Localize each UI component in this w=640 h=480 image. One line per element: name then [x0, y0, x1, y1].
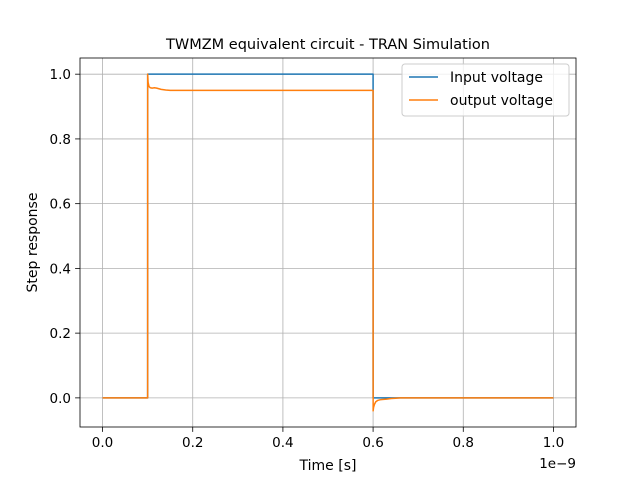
x-axis-offset-label: 1e−9 — [539, 456, 576, 472]
y-tick-label: 0.2 — [50, 326, 71, 342]
legend-label-2: output voltage — [450, 93, 553, 109]
x-axis-label: Time [s] — [299, 458, 357, 474]
legend-label-1: Input voltage — [450, 70, 543, 86]
y-axis-label: Step response — [25, 193, 41, 293]
y-tick-label: 0.6 — [50, 197, 71, 213]
y-tick-label: 0.4 — [50, 261, 71, 277]
series-line-2 — [102, 73, 554, 412]
plot-area-frame — [79, 57, 577, 428]
legend: Input voltage output voltage — [401, 63, 570, 117]
x-tick-label: 0.2 — [182, 435, 203, 451]
legend-box — [401, 63, 570, 117]
series-group — [102, 73, 554, 412]
x-tick-label: 1.0 — [543, 435, 564, 451]
x-tick-label: 0.8 — [453, 435, 474, 451]
x-tick-label: 0.6 — [362, 435, 383, 451]
x-tick-label: 0.4 — [272, 435, 293, 451]
y-tick-label: 0.0 — [50, 391, 71, 407]
axis-ticks: 0.0 0.2 0.4 0.6 0.8 1.0 0.0 0.2 0.4 0.6 0.8 1.0 — [50, 67, 565, 451]
grid-lines — [80, 58, 576, 427]
y-tick-label: 0.8 — [50, 132, 71, 148]
y-tick-label: 1.0 — [50, 67, 71, 83]
chart-title: TWMZM equivalent circuit - TRAN Simulati… — [165, 37, 490, 53]
x-tick-label: 0.0 — [92, 435, 113, 451]
